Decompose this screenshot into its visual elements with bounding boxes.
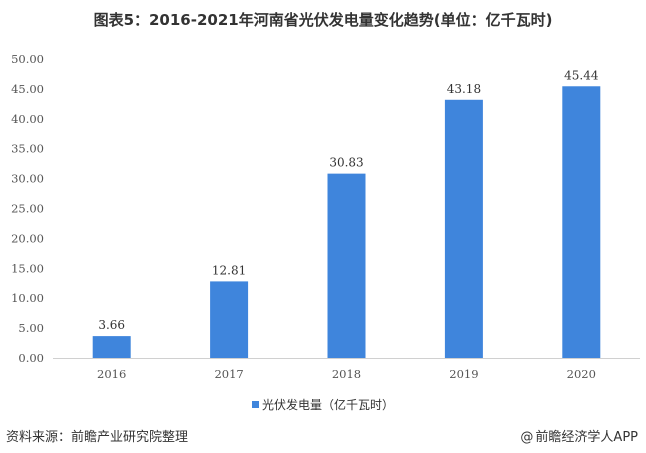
- legend-label: 光伏发电量（亿千瓦时）: [261, 398, 394, 412]
- y-tick-label: 45.00: [11, 82, 44, 96]
- chart-title: 图表5：2016-2021年河南省光伏发电量变化趋势(单位：亿千瓦时): [93, 11, 553, 29]
- y-axis: 0.00 5.00 10.00 15.00 20.00 25.00 30.00 35.00 40…: [11, 52, 44, 365]
- bar: [562, 86, 601, 358]
- x-axis: 2016 2017 2018 2019 2020: [53, 358, 640, 381]
- y-tick-label: 10.00: [11, 291, 44, 305]
- x-tick-label: 2018: [332, 367, 361, 381]
- bars: 3.66 12.81 30.83 43.18 45.44: [92, 68, 601, 358]
- bar: [92, 336, 131, 358]
- brand-credit: @ 前瞻经济学人APP: [520, 426, 638, 445]
- bar: [210, 281, 249, 358]
- source-note: 资料来源：前瞻产业研究院整理: [6, 430, 189, 445]
- data-label: 45.44: [564, 68, 599, 82]
- y-tick-label: 20.00: [11, 231, 44, 245]
- y-tick-label: 5.00: [18, 321, 44, 335]
- x-tick-label: 2019: [449, 367, 478, 381]
- x-tick-label: 2020: [567, 367, 596, 381]
- legend-swatch: [251, 401, 259, 408]
- y-tick-label: 30.00: [11, 172, 44, 186]
- legend: 光伏发电量（亿千瓦时）: [0, 396, 646, 413]
- y-tick-label: 35.00: [11, 142, 44, 156]
- x-tick-label: 2016: [97, 367, 126, 381]
- y-tick-label: 40.00: [11, 112, 44, 126]
- data-label: 12.81: [212, 263, 246, 277]
- at-icon: @: [520, 430, 534, 445]
- bar: [327, 173, 366, 358]
- y-tick-label: 25.00: [11, 202, 44, 216]
- data-label: 30.83: [329, 156, 363, 170]
- brand-name: 前瞻经济学人APP: [535, 430, 638, 445]
- y-tick-label: 50.00: [11, 52, 44, 66]
- y-tick-label: 0.00: [18, 351, 44, 365]
- x-tick-label: 2017: [214, 367, 243, 381]
- data-label: 3.66: [98, 318, 125, 332]
- data-label: 43.18: [447, 82, 481, 96]
- y-tick-label: 15.00: [11, 261, 44, 275]
- bar: [444, 99, 483, 358]
- bar-chart: 0.00 5.00 10.00 15.00 20.00 25.00 30.00 35.00 40…: [11, 52, 640, 381]
